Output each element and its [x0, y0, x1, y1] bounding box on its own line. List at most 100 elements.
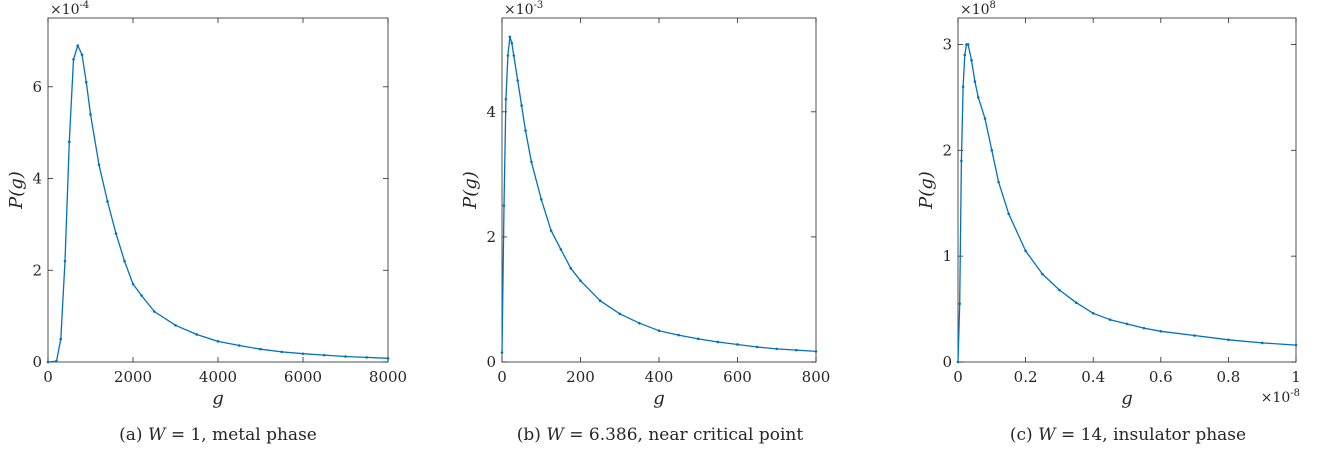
- data-point: [569, 266, 572, 270]
- data-point: [976, 96, 980, 99]
- data-point: [956, 360, 960, 364]
- data-point: [506, 54, 510, 57]
- data-point: [598, 299, 602, 303]
- data-point: [140, 294, 143, 297]
- x-tick-label: 400: [645, 368, 674, 386]
- data-point: [504, 98, 508, 101]
- data-point: [510, 41, 514, 45]
- y-tick-label: 3: [942, 35, 952, 53]
- x-tick-label: 0.2: [1014, 368, 1038, 386]
- x-tick-label: 0: [43, 368, 53, 386]
- y-exponent-label: ×108: [960, 0, 996, 18]
- data-point: [97, 163, 101, 167]
- y-exponent-label: ×10-3: [504, 0, 543, 18]
- data-point: [539, 198, 543, 201]
- data-point: [1142, 326, 1146, 330]
- data-point: [973, 80, 977, 83]
- data-point: [280, 350, 284, 354]
- plot-frame: [47, 17, 389, 363]
- series-line-b: [501, 36, 817, 353]
- panel-caption: (b) W = 6.386, near critical point: [517, 425, 804, 445]
- data-point: [970, 59, 973, 62]
- y-tick-label: 0: [942, 353, 952, 371]
- data-point: [344, 355, 347, 358]
- data-point: [559, 248, 563, 251]
- data-point: [1041, 272, 1044, 276]
- y-tick-label: 0: [32, 353, 42, 371]
- data-point: [131, 282, 135, 286]
- data-point: [716, 340, 720, 344]
- data-point: [1159, 330, 1163, 333]
- x-tick-label: 0: [953, 368, 963, 386]
- data-point: [322, 353, 326, 357]
- data-point: [1007, 212, 1010, 216]
- plot-frame: [501, 17, 817, 363]
- data-point: [67, 140, 71, 144]
- x-tick-label: 0.6: [1149, 368, 1173, 386]
- data-point: [174, 324, 177, 327]
- series-line-c: [957, 43, 1297, 363]
- y-axis-label: P(g): [916, 171, 937, 210]
- x-axis-label: g: [212, 388, 224, 409]
- data-point: [520, 104, 523, 107]
- x-tick-label: 0.4: [1081, 368, 1105, 386]
- data-point: [966, 43, 970, 46]
- data-point: [502, 204, 506, 207]
- data-point: [736, 343, 739, 346]
- data-point: [1075, 301, 1078, 305]
- data-point: [365, 356, 369, 359]
- panel-caption: (c) W = 14, insulator phase: [1010, 425, 1246, 445]
- data-point: [961, 85, 965, 89]
- data-point: [1260, 341, 1264, 345]
- data-point: [983, 117, 987, 120]
- data-point: [76, 44, 80, 47]
- x-tick-label: 6000: [284, 368, 322, 386]
- x-tick-label: 2000: [114, 368, 152, 386]
- data-point: [1193, 334, 1196, 337]
- x-tick-label: 4000: [199, 368, 237, 386]
- data-point: [55, 359, 58, 363]
- x-axis-label: g: [1121, 388, 1133, 409]
- data-point: [89, 113, 92, 116]
- data-point: [46, 360, 50, 364]
- data-point: [512, 54, 516, 57]
- data-point: [755, 345, 759, 349]
- data-point: [152, 310, 156, 313]
- y-tick-label: 1: [942, 247, 952, 265]
- y-tick-label: 0: [486, 353, 496, 371]
- x-exponent-label: ×10-8: [1261, 388, 1300, 406]
- data-point: [114, 232, 118, 235]
- data-point: [508, 35, 512, 39]
- data-point: [579, 279, 582, 282]
- data-point: [500, 351, 504, 354]
- y-tick-label: 2: [32, 261, 42, 279]
- data-point: [618, 312, 622, 316]
- data-point: [1294, 343, 1298, 347]
- x-tick-label: 200: [566, 368, 595, 386]
- data-point: [1091, 312, 1095, 315]
- y-axis-label: P(g): [6, 171, 27, 210]
- data-point: [216, 340, 220, 343]
- data-point: [814, 350, 818, 353]
- x-tick-label: 0: [497, 368, 507, 386]
- data-point: [106, 200, 109, 203]
- y-axis-label: P(g): [460, 171, 481, 210]
- y-tick-label: 4: [32, 170, 42, 188]
- data-point: [775, 347, 779, 351]
- plot-frame: [957, 17, 1297, 363]
- y-exponent-label: ×10-4: [50, 0, 89, 18]
- data-point: [1108, 318, 1112, 321]
- x-tick-label: 8000: [369, 368, 407, 386]
- series-line-a: [47, 44, 389, 363]
- data-point: [530, 160, 533, 164]
- data-point: [1058, 288, 1061, 292]
- data-point: [72, 57, 75, 61]
- data-point: [259, 347, 262, 351]
- data-point: [696, 337, 700, 341]
- data-point: [958, 302, 961, 306]
- data-point: [386, 357, 390, 360]
- y-tick-label: 2: [486, 228, 496, 246]
- data-point: [960, 159, 963, 163]
- chart-panel-c: 0 0.2 0.4 0.6 0.8 1 0 1 2 3 ×108 ×10-8 g P(g) (c) W = …: [916, 0, 1301, 445]
